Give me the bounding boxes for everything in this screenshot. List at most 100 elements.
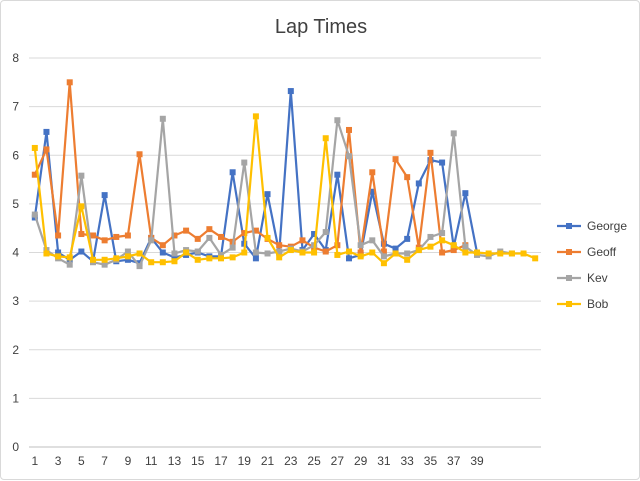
data-point-bob — [369, 249, 376, 256]
data-point-kev — [322, 229, 329, 236]
data-point-bob — [229, 254, 236, 261]
x-tick-label: 1 — [31, 454, 38, 468]
x-tick-label: 5 — [78, 454, 85, 468]
data-point-kev — [346, 153, 352, 160]
data-point-geoff — [66, 79, 73, 86]
data-point-bob — [357, 253, 364, 260]
data-point-bob — [55, 253, 62, 260]
data-point-george — [287, 88, 294, 95]
x-tick-label: 19 — [238, 454, 252, 468]
data-point-kev — [206, 234, 213, 241]
x-tick-label: 23 — [284, 454, 298, 468]
data-point-george — [252, 255, 259, 262]
data-point-kev — [427, 233, 434, 240]
data-point-bob — [322, 135, 329, 142]
data-point-geoff — [252, 227, 259, 234]
data-point-kev — [124, 248, 131, 255]
data-point-bob — [439, 237, 446, 244]
data-point-geoff — [159, 242, 166, 249]
data-point-bob — [474, 249, 480, 256]
legend-swatch-marker — [566, 275, 572, 281]
data-point-bob — [299, 249, 306, 256]
legend-label: Bob — [587, 297, 609, 311]
legend-swatch-marker — [566, 249, 572, 255]
data-point-kev — [78, 172, 85, 179]
data-point-geoff — [218, 233, 224, 240]
data-point-geoff — [241, 230, 248, 237]
x-tick-label: 37 — [447, 454, 461, 468]
data-point-geoff — [404, 174, 411, 181]
data-point-geoff — [136, 151, 143, 158]
data-point-bob — [66, 254, 73, 261]
data-point-george — [55, 249, 62, 256]
data-point-kev — [229, 244, 236, 251]
x-tick-label: 39 — [470, 454, 484, 468]
data-point-bob — [287, 247, 294, 254]
data-point-bob — [427, 243, 434, 250]
data-point-george — [229, 169, 236, 176]
series-lines — [31, 79, 539, 270]
x-tick-label: 35 — [424, 454, 438, 468]
data-point-geoff — [392, 156, 399, 163]
data-point-bob — [462, 249, 469, 256]
data-point-kev — [439, 230, 446, 237]
data-point-geoff — [55, 232, 62, 239]
legend: George Geoff Kev Bob — [557, 219, 627, 311]
data-point-bob — [241, 249, 248, 256]
data-point-george — [264, 191, 271, 198]
x-tick-label: 29 — [354, 454, 368, 468]
data-point-george — [462, 190, 469, 197]
data-point-bob — [218, 255, 224, 262]
data-point-bob — [90, 256, 96, 263]
data-point-geoff — [43, 146, 50, 153]
y-tick-label: 4 — [12, 246, 19, 260]
data-point-george — [171, 254, 178, 261]
x-tick-label: 9 — [125, 454, 132, 468]
y-tick-label: 1 — [12, 391, 19, 405]
data-point-bob — [276, 254, 283, 261]
data-point-kev — [171, 250, 178, 257]
data-point-kev — [462, 243, 469, 250]
data-point-george — [334, 171, 341, 178]
data-point-george — [439, 159, 446, 166]
x-tick-label: 17 — [214, 454, 228, 468]
data-point-geoff — [194, 235, 201, 242]
legend-label: George — [587, 219, 627, 233]
data-point-bob — [171, 258, 178, 265]
data-point-kev — [380, 253, 387, 260]
data-point-bob — [194, 256, 201, 263]
data-point-kev — [252, 249, 259, 256]
legend-item-geoff: Geoff — [557, 245, 617, 259]
legend-swatch-marker — [566, 223, 572, 229]
series-bob — [31, 113, 539, 267]
data-point-geoff — [171, 232, 178, 239]
x-tick-label: 15 — [191, 454, 205, 468]
x-tick-label: 13 — [168, 454, 182, 468]
x-tick-label: 31 — [377, 454, 391, 468]
data-point-bob — [497, 250, 504, 257]
data-point-bob — [78, 203, 85, 210]
y-tick-label: 6 — [12, 148, 19, 162]
data-point-kev — [194, 248, 201, 255]
data-point-bob — [520, 250, 527, 257]
x-tick-label: 21 — [261, 454, 275, 468]
data-point-bob — [532, 255, 539, 262]
legend-label: Kev — [587, 271, 608, 285]
data-point-kev — [148, 237, 155, 244]
data-point-george — [43, 128, 50, 135]
data-point-bob — [31, 144, 38, 151]
data-point-bob — [206, 255, 213, 262]
data-point-george — [369, 188, 376, 195]
data-point-bob — [334, 251, 341, 258]
data-point-george — [404, 235, 411, 242]
data-point-bob — [124, 253, 131, 260]
data-point-bob — [415, 247, 422, 254]
data-point-geoff — [427, 149, 434, 156]
data-point-bob — [252, 113, 259, 120]
legend-label: Geoff — [587, 245, 617, 259]
y-tick-label: 3 — [12, 294, 19, 308]
data-point-bob — [404, 256, 411, 263]
data-point-geoff — [101, 237, 108, 244]
legend-item-george: George — [557, 219, 627, 233]
